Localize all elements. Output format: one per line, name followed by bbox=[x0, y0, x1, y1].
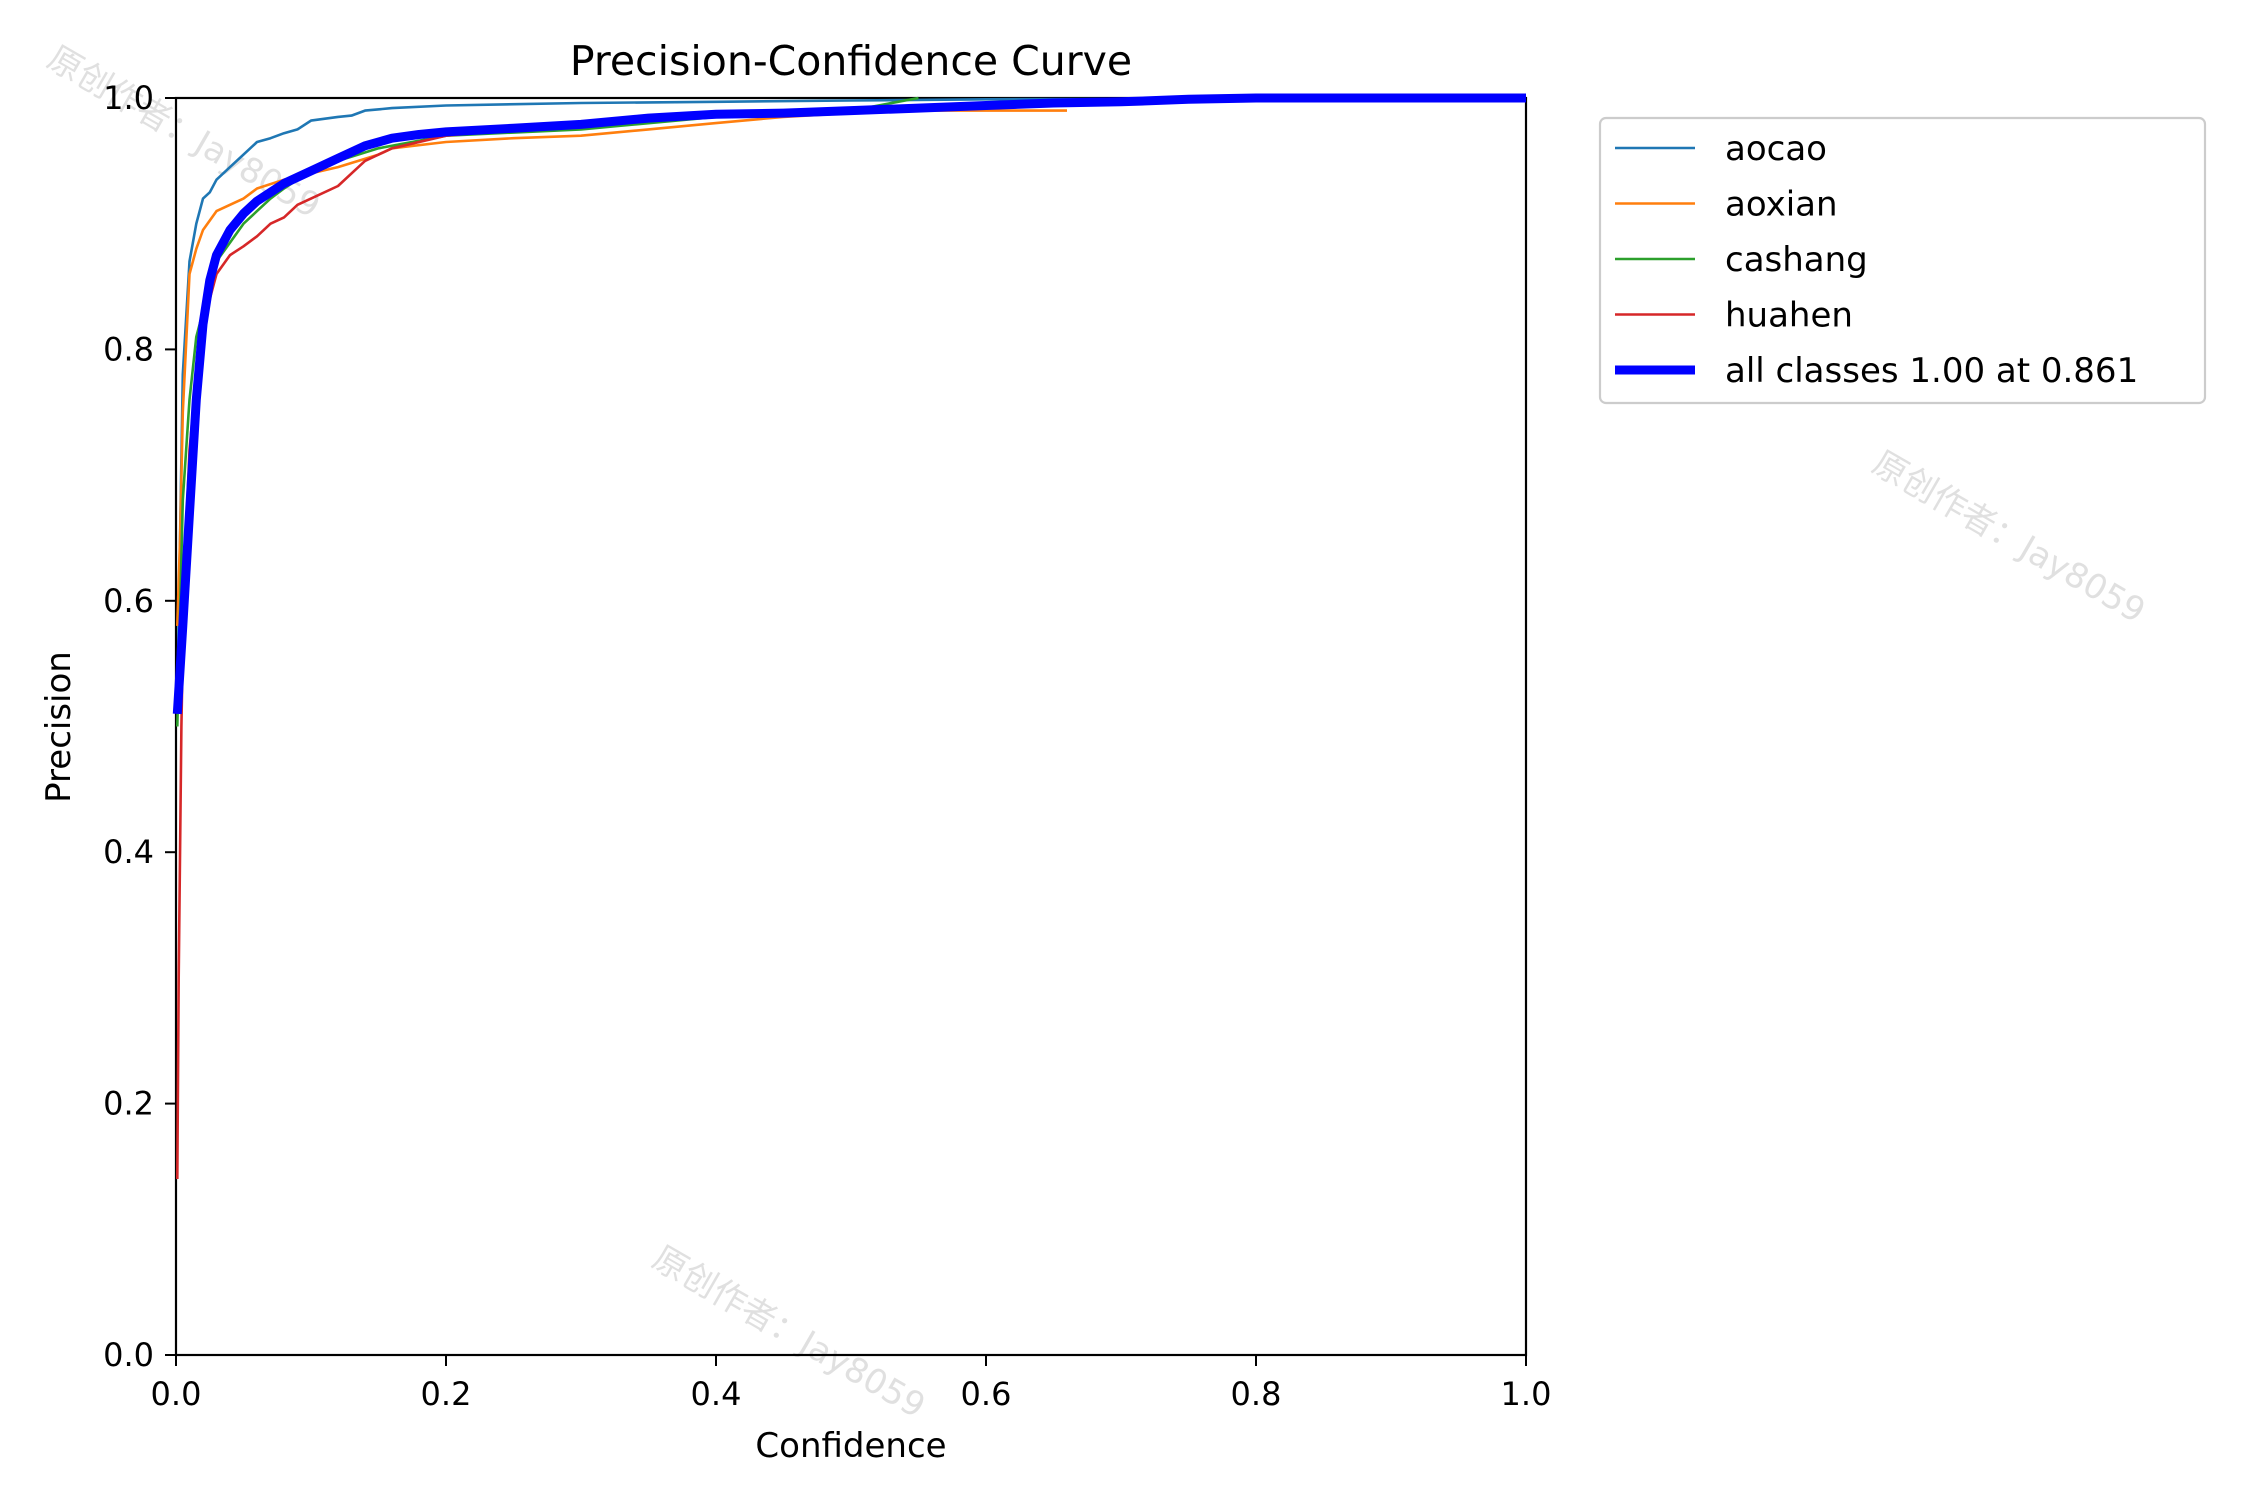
x-tick-label: 0.4 bbox=[691, 1375, 742, 1413]
y-tick-label: 0.2 bbox=[103, 1085, 154, 1123]
x-tick-label: 0.0 bbox=[151, 1375, 202, 1413]
x-tick-label: 0.8 bbox=[1231, 1375, 1282, 1413]
ticks-layer: 0.0 0.2 0.4 0.6 0.8 1.0 0.0 0.2 0.4 0.6 0.8 1.0 bbox=[103, 79, 1551, 1413]
legend-box bbox=[1598, 116, 2207, 405]
chart-title: Precision-Confidence Curve bbox=[570, 37, 1132, 85]
y-axis-title: Precision bbox=[39, 651, 79, 803]
y-tick-label: 0.8 bbox=[103, 330, 154, 368]
x-tick-label: 0.6 bbox=[961, 1375, 1012, 1413]
y-tick-label: 0.4 bbox=[103, 833, 154, 871]
legend-label-aocao: aocao bbox=[1725, 129, 1827, 169]
legend-label-cashang: cashang bbox=[1725, 240, 1868, 280]
x-tick-label: 0.2 bbox=[421, 1375, 472, 1413]
y-tick-label: 0.0 bbox=[103, 1336, 154, 1374]
legend-label-huahen: huahen bbox=[1725, 296, 1853, 336]
series-line-all bbox=[172, 93, 1526, 715]
plot-frame bbox=[174, 96, 1528, 1357]
x-axis-title: Confidence bbox=[755, 1426, 946, 1466]
legend-label-aoxian: aoxian bbox=[1725, 185, 1838, 225]
legend-entries: aocao aoxian cashang huahen all classes 1.00… bbox=[1615, 129, 2138, 391]
series-line-cashang bbox=[176, 96, 919, 727]
series-layer bbox=[172, 93, 1527, 1180]
legend: aocao aoxian cashang huahen all classes 1.00… bbox=[1598, 116, 2207, 405]
legend-label-all: all classes 1.00 at 0.861 bbox=[1725, 351, 2138, 391]
x-tick-label: 1.0 bbox=[1501, 1375, 1552, 1413]
y-tick-label: 1.0 bbox=[103, 79, 154, 117]
y-tick-label: 0.6 bbox=[103, 582, 154, 620]
series-line-aocao bbox=[176, 96, 1527, 702]
